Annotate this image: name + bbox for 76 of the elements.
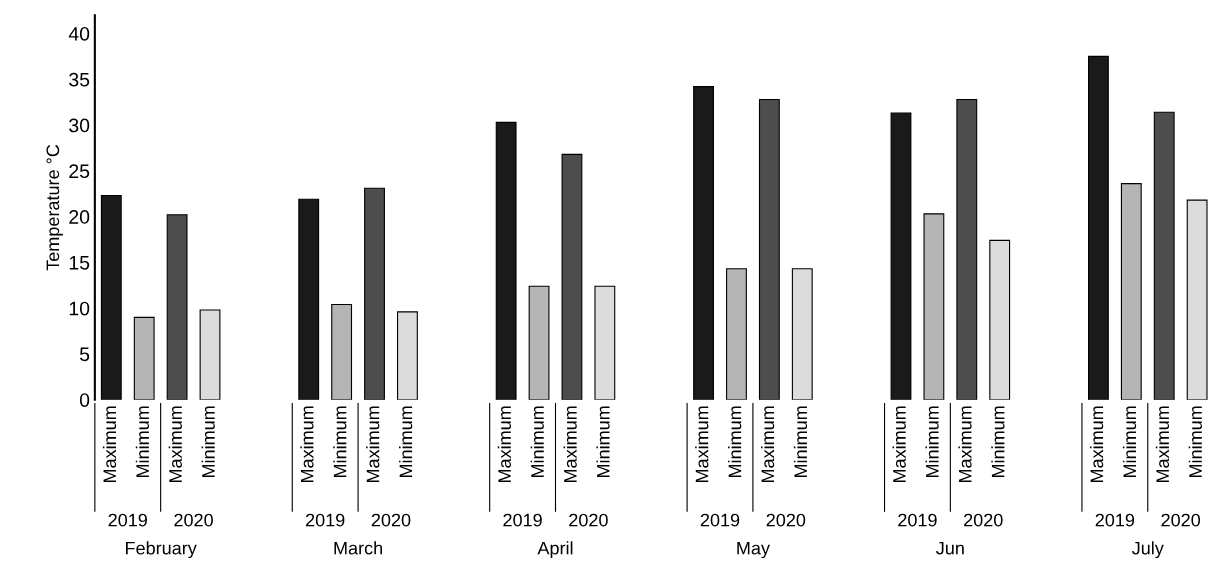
bar: [758, 98, 780, 400]
bar: [1186, 199, 1208, 400]
bar: [199, 309, 221, 400]
x-tick-label: Minimum: [530, 406, 544, 478]
text: 2020: [1161, 513, 1201, 527]
text: 2020: [964, 513, 1003, 527]
text: July: [1131, 541, 1164, 559]
x-tick-label: Maximum: [300, 406, 314, 483]
text: 2019: [503, 513, 542, 527]
text: 2019: [700, 513, 740, 527]
x-tick-label: Maximum: [892, 406, 906, 483]
text: 2019: [1095, 513, 1135, 527]
bar: [693, 86, 714, 400]
y-tick-label: 0: [79, 393, 90, 407]
x-tick-label: Minimum: [728, 406, 742, 478]
bar: [133, 316, 155, 400]
bar: [528, 285, 550, 400]
x-tick-label: Minimum: [793, 406, 808, 478]
bar: [1087, 55, 1109, 400]
bar: [1153, 111, 1175, 400]
x-tick-label: Maximum: [168, 406, 182, 483]
x-tick-label: Maximum: [1155, 406, 1170, 483]
bar: [791, 268, 813, 400]
bar: [495, 121, 517, 400]
x-tick-label: Maximum: [102, 406, 117, 483]
text: April: [537, 541, 573, 559]
y-tick-label: 15: [69, 256, 90, 270]
x-tick-label: Minimum: [333, 406, 347, 478]
bar: [1120, 183, 1142, 400]
text: 2020: [569, 513, 608, 527]
x-tick-label: Minimum: [1122, 406, 1137, 478]
y-tick-label: 20: [69, 210, 90, 224]
bar: [100, 195, 122, 400]
bar: [364, 187, 385, 400]
text: May: [737, 541, 770, 559]
x-tick-label: Maximum: [563, 406, 577, 483]
text: Jun: [936, 541, 964, 555]
text: 2020: [174, 513, 213, 527]
text: 2019: [306, 513, 345, 527]
x-tick-label: Minimum: [991, 406, 1005, 478]
bar: [594, 285, 616, 400]
x-tick-label: Minimum: [925, 406, 939, 478]
x-tick-label: Minimum: [596, 406, 610, 478]
bar: [397, 311, 418, 400]
bar: [989, 239, 1011, 400]
bar: [956, 98, 978, 400]
bar: [726, 268, 747, 400]
y-tick-label: 5: [79, 347, 90, 362]
x-tick-label: Maximum: [1089, 406, 1104, 483]
bar: [166, 214, 188, 400]
x-tick-label: Maximum: [958, 406, 972, 483]
y-tick-label: 30: [69, 118, 90, 133]
text: 2020: [371, 513, 411, 527]
text: March: [334, 541, 382, 555]
y-tick-label: 40: [68, 26, 90, 41]
bar: [923, 213, 945, 400]
bar: [561, 153, 583, 400]
x-tick-label: Maximum: [760, 406, 775, 483]
text: 2019: [108, 513, 147, 527]
x-tick-label: Minimum: [399, 406, 413, 478]
x-tick-label: Minimum: [201, 406, 215, 478]
bar: [890, 112, 912, 400]
x-tick-label: Maximum: [497, 406, 511, 483]
bar: [298, 198, 320, 400]
text: 2020: [766, 513, 806, 527]
y-axis-title: Temperature °C: [46, 144, 63, 271]
text: 2019: [898, 513, 937, 527]
x-tick-label: Minimum: [1188, 406, 1202, 478]
y-tick-label: 35: [69, 72, 90, 87]
bar: [331, 303, 353, 400]
x-tick-label: Maximum: [366, 406, 380, 483]
x-tick-label: Maximum: [695, 406, 709, 483]
x-tick-label: Minimum: [135, 406, 150, 478]
y-tick-label: 10: [69, 301, 90, 316]
y-tick-label: 25: [69, 164, 90, 179]
text: February: [126, 541, 197, 559]
